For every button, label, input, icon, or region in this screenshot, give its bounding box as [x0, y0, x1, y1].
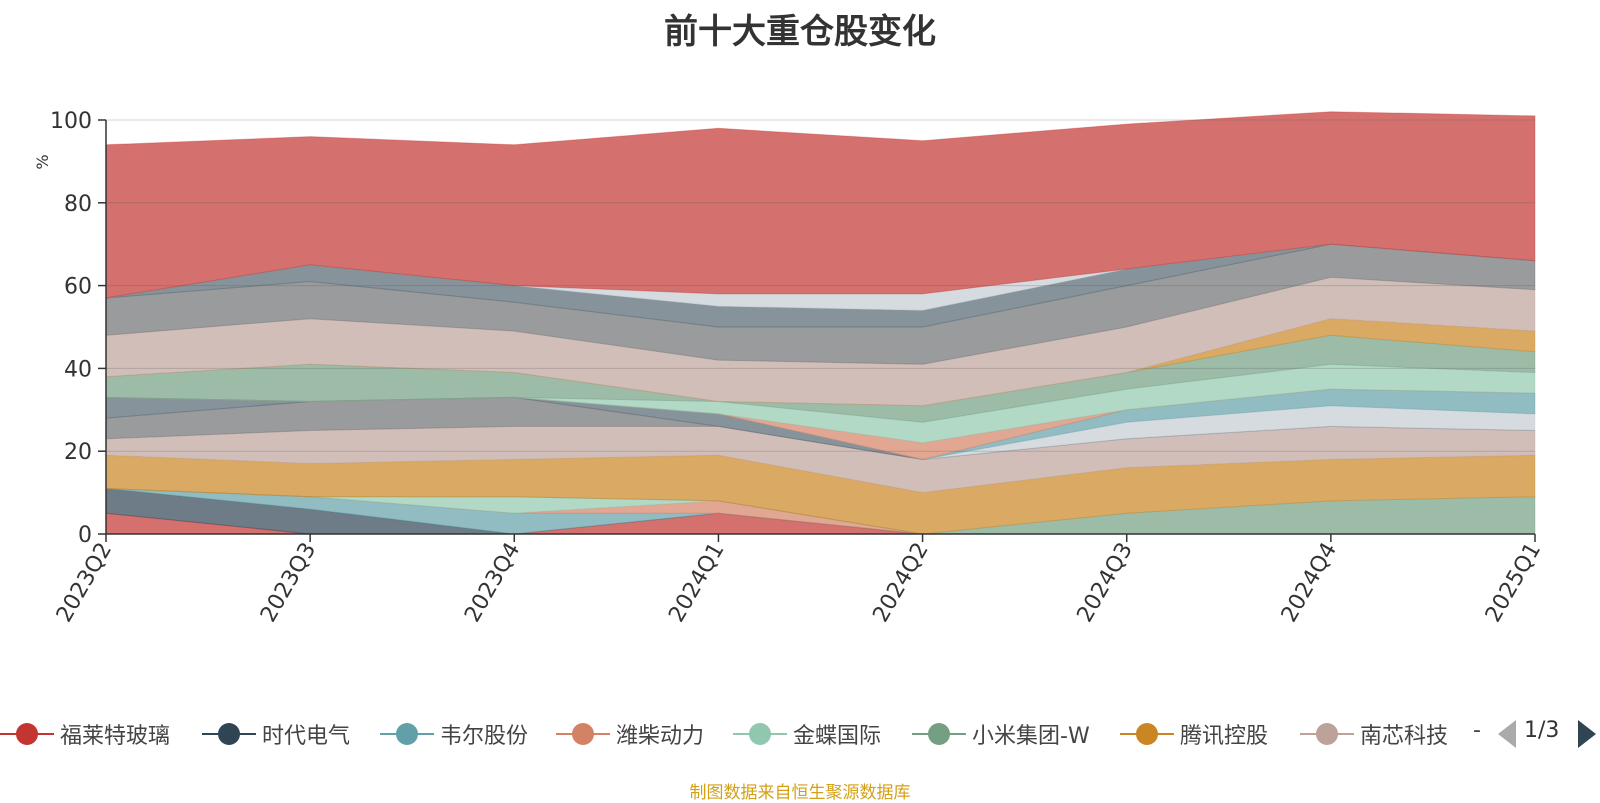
x-tick-label: 2023Q3: [256, 539, 321, 627]
area-series-14: [105, 363, 1536, 444]
y-tick-label: 20: [64, 440, 92, 465]
legend-label: 福莱特玻璃: [60, 724, 171, 749]
area-series-12: [105, 388, 1536, 461]
x-tick-label: 2023Q4: [460, 539, 525, 627]
legend-marker-icon: [380, 712, 434, 756]
stacked-area-chart: 0 20 40 60 80 100 2023Q2 2023Q3 2023Q4 2024Q1 2024…: [33, 109, 1546, 627]
legend-marker-icon: [202, 712, 256, 756]
legend-item[interactable]: 小米集团-W: [912, 712, 1090, 756]
x-tick-label: 2025Q1: [1481, 539, 1546, 627]
legend-marker-icon: [912, 712, 966, 756]
legend-marker-icon: [0, 712, 54, 756]
legend-item[interactable]: 时代电气: [202, 712, 350, 756]
legend-overflow-indicator: -: [1473, 718, 1481, 743]
y-tick-label: 80: [64, 192, 92, 217]
data-source-note: 制图数据来自恒生聚源数据库: [689, 783, 911, 803]
area-series-18: [105, 243, 1536, 365]
legend-marker-icon: [1120, 712, 1174, 756]
legend-marker-icon: [733, 712, 787, 756]
grid-lines: [106, 119, 1535, 452]
chart-title: 前十大重仓股变化: [664, 12, 936, 52]
legend-item[interactable]: 福莱特玻璃: [0, 712, 170, 756]
y-tick-label: 100: [50, 109, 92, 134]
y-tick-label: 0: [78, 523, 92, 548]
legend-item[interactable]: 腾讯控股: [1120, 712, 1268, 756]
y-tick-label: 40: [64, 357, 92, 382]
legend-label: 韦尔股份: [440, 724, 529, 749]
legend-item[interactable]: 潍柴动力: [556, 712, 704, 756]
area-series-16: [105, 318, 1536, 407]
x-tick-label: 2024Q1: [664, 539, 729, 627]
x-tick-label: 2024Q4: [1277, 539, 1342, 627]
previous-page-icon[interactable]: [1498, 720, 1516, 748]
legend-label: 潍柴动力: [616, 724, 705, 749]
area-series: [105, 111, 1536, 535]
area-series-9: [105, 396, 1536, 461]
next-page-icon[interactable]: [1578, 720, 1596, 748]
legend-marker-icon: [556, 712, 610, 756]
legend-marker-icon: [1300, 712, 1354, 756]
x-tick-label: 2024Q2: [868, 539, 933, 627]
legend-label: 腾讯控股: [1180, 724, 1269, 749]
legend-label: 金蝶国际: [793, 724, 882, 749]
legend-label: 小米集团-W: [972, 724, 1090, 749]
legend-item[interactable]: 韦尔股份: [380, 712, 528, 756]
y-tick-label: 60: [64, 275, 92, 300]
legend-label: 南芯科技: [1360, 724, 1449, 749]
area-series-7: [105, 454, 1536, 535]
legend-item[interactable]: 南芯科技: [1300, 712, 1448, 756]
legend-item[interactable]: 金蝶国际: [733, 712, 881, 756]
area-series-21: [105, 111, 1536, 299]
legend-page-indicator: 1/3: [1524, 718, 1560, 743]
area-series-11: [105, 396, 1536, 461]
legend-label: 时代电气: [262, 724, 351, 749]
area-series-10: [105, 396, 1536, 461]
y-axis-label: %: [33, 154, 52, 169]
area-series-5: [105, 488, 1535, 535]
legend: 福莱特玻璃 时代电气 韦尔股份 潍柴动力 金蝶国际 小米集团-W 腾讯控股 南芯科技 - 1/…: [0, 712, 1600, 756]
x-tick-label: 2024Q3: [1073, 539, 1138, 627]
x-tick-label: 2023Q2: [52, 539, 117, 627]
area-series-15: [105, 334, 1536, 423]
legend-pager: 1/3: [1498, 712, 1600, 756]
